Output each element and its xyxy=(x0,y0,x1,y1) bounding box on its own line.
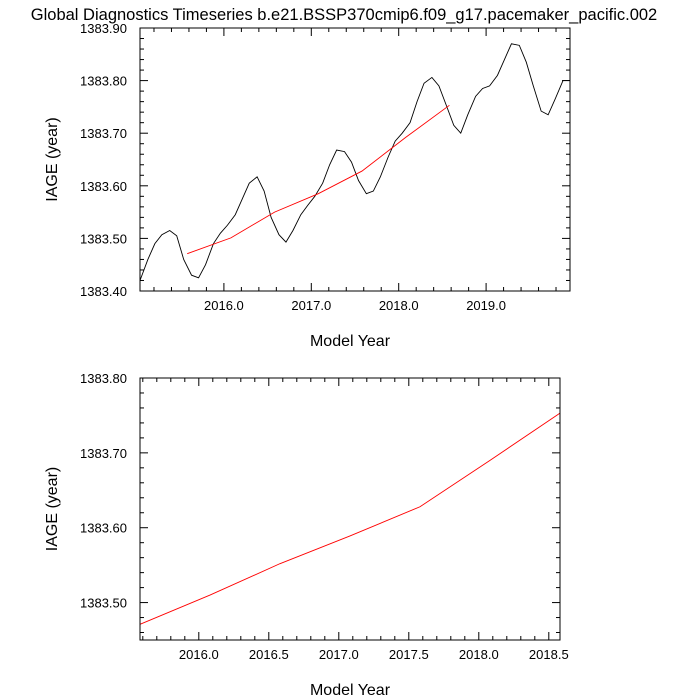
y-axis-label: IAGE (year) xyxy=(44,467,61,551)
y-tick-label: 1383.40 xyxy=(80,284,127,299)
plot-frame xyxy=(139,377,561,641)
y-tick-label: 1383.70 xyxy=(80,446,127,461)
x-tick-label: 2016.0 xyxy=(204,298,244,313)
trend-series-line xyxy=(139,412,561,625)
plot-frame xyxy=(139,27,571,292)
x-axis-label: Model Year xyxy=(310,333,391,350)
y-tick-label: 1383.80 xyxy=(80,74,127,89)
x-axis-label: Model Year xyxy=(310,682,391,699)
x-tick-label: 2018.0 xyxy=(459,647,499,662)
bottom-panel: 2016.0 2016.5 2017.0 2017.5 2018.0 2018.5 1383… xyxy=(44,371,569,699)
x-tick-label: 2016.0 xyxy=(179,647,219,662)
x-tick-label: 2018.0 xyxy=(379,298,419,313)
x-tick-label: 2016.5 xyxy=(249,647,289,662)
y-tick-label: 1383.60 xyxy=(80,521,127,536)
trend-series-line xyxy=(187,104,450,255)
y-tick-label: 1383.50 xyxy=(80,596,127,611)
x-tick-label: 2018.5 xyxy=(529,647,569,662)
y-tick-label: 1383.50 xyxy=(80,231,127,246)
x-tick-label: 2017.5 xyxy=(389,647,429,662)
chart-title: Global Diagnostics Timeseries b.e21.BSSP… xyxy=(31,6,657,24)
x-tick-label: 2017.0 xyxy=(319,647,359,662)
x-tick-label: 2019.0 xyxy=(466,298,506,313)
y-tick-label: 1383.90 xyxy=(80,21,127,36)
y-tick-label: 1383.60 xyxy=(80,179,127,194)
y-tick-label: 1383.70 xyxy=(80,126,127,141)
monthly-series-line xyxy=(139,43,570,281)
y-tick-label: 1383.80 xyxy=(80,371,127,386)
x-tick-label: 2017.0 xyxy=(291,298,331,313)
y-axis-label: IAGE (year) xyxy=(44,117,61,201)
top-panel: 2016.0 2017.0 2018.0 2019.0 1383.40 1383.50 13… xyxy=(44,21,571,350)
